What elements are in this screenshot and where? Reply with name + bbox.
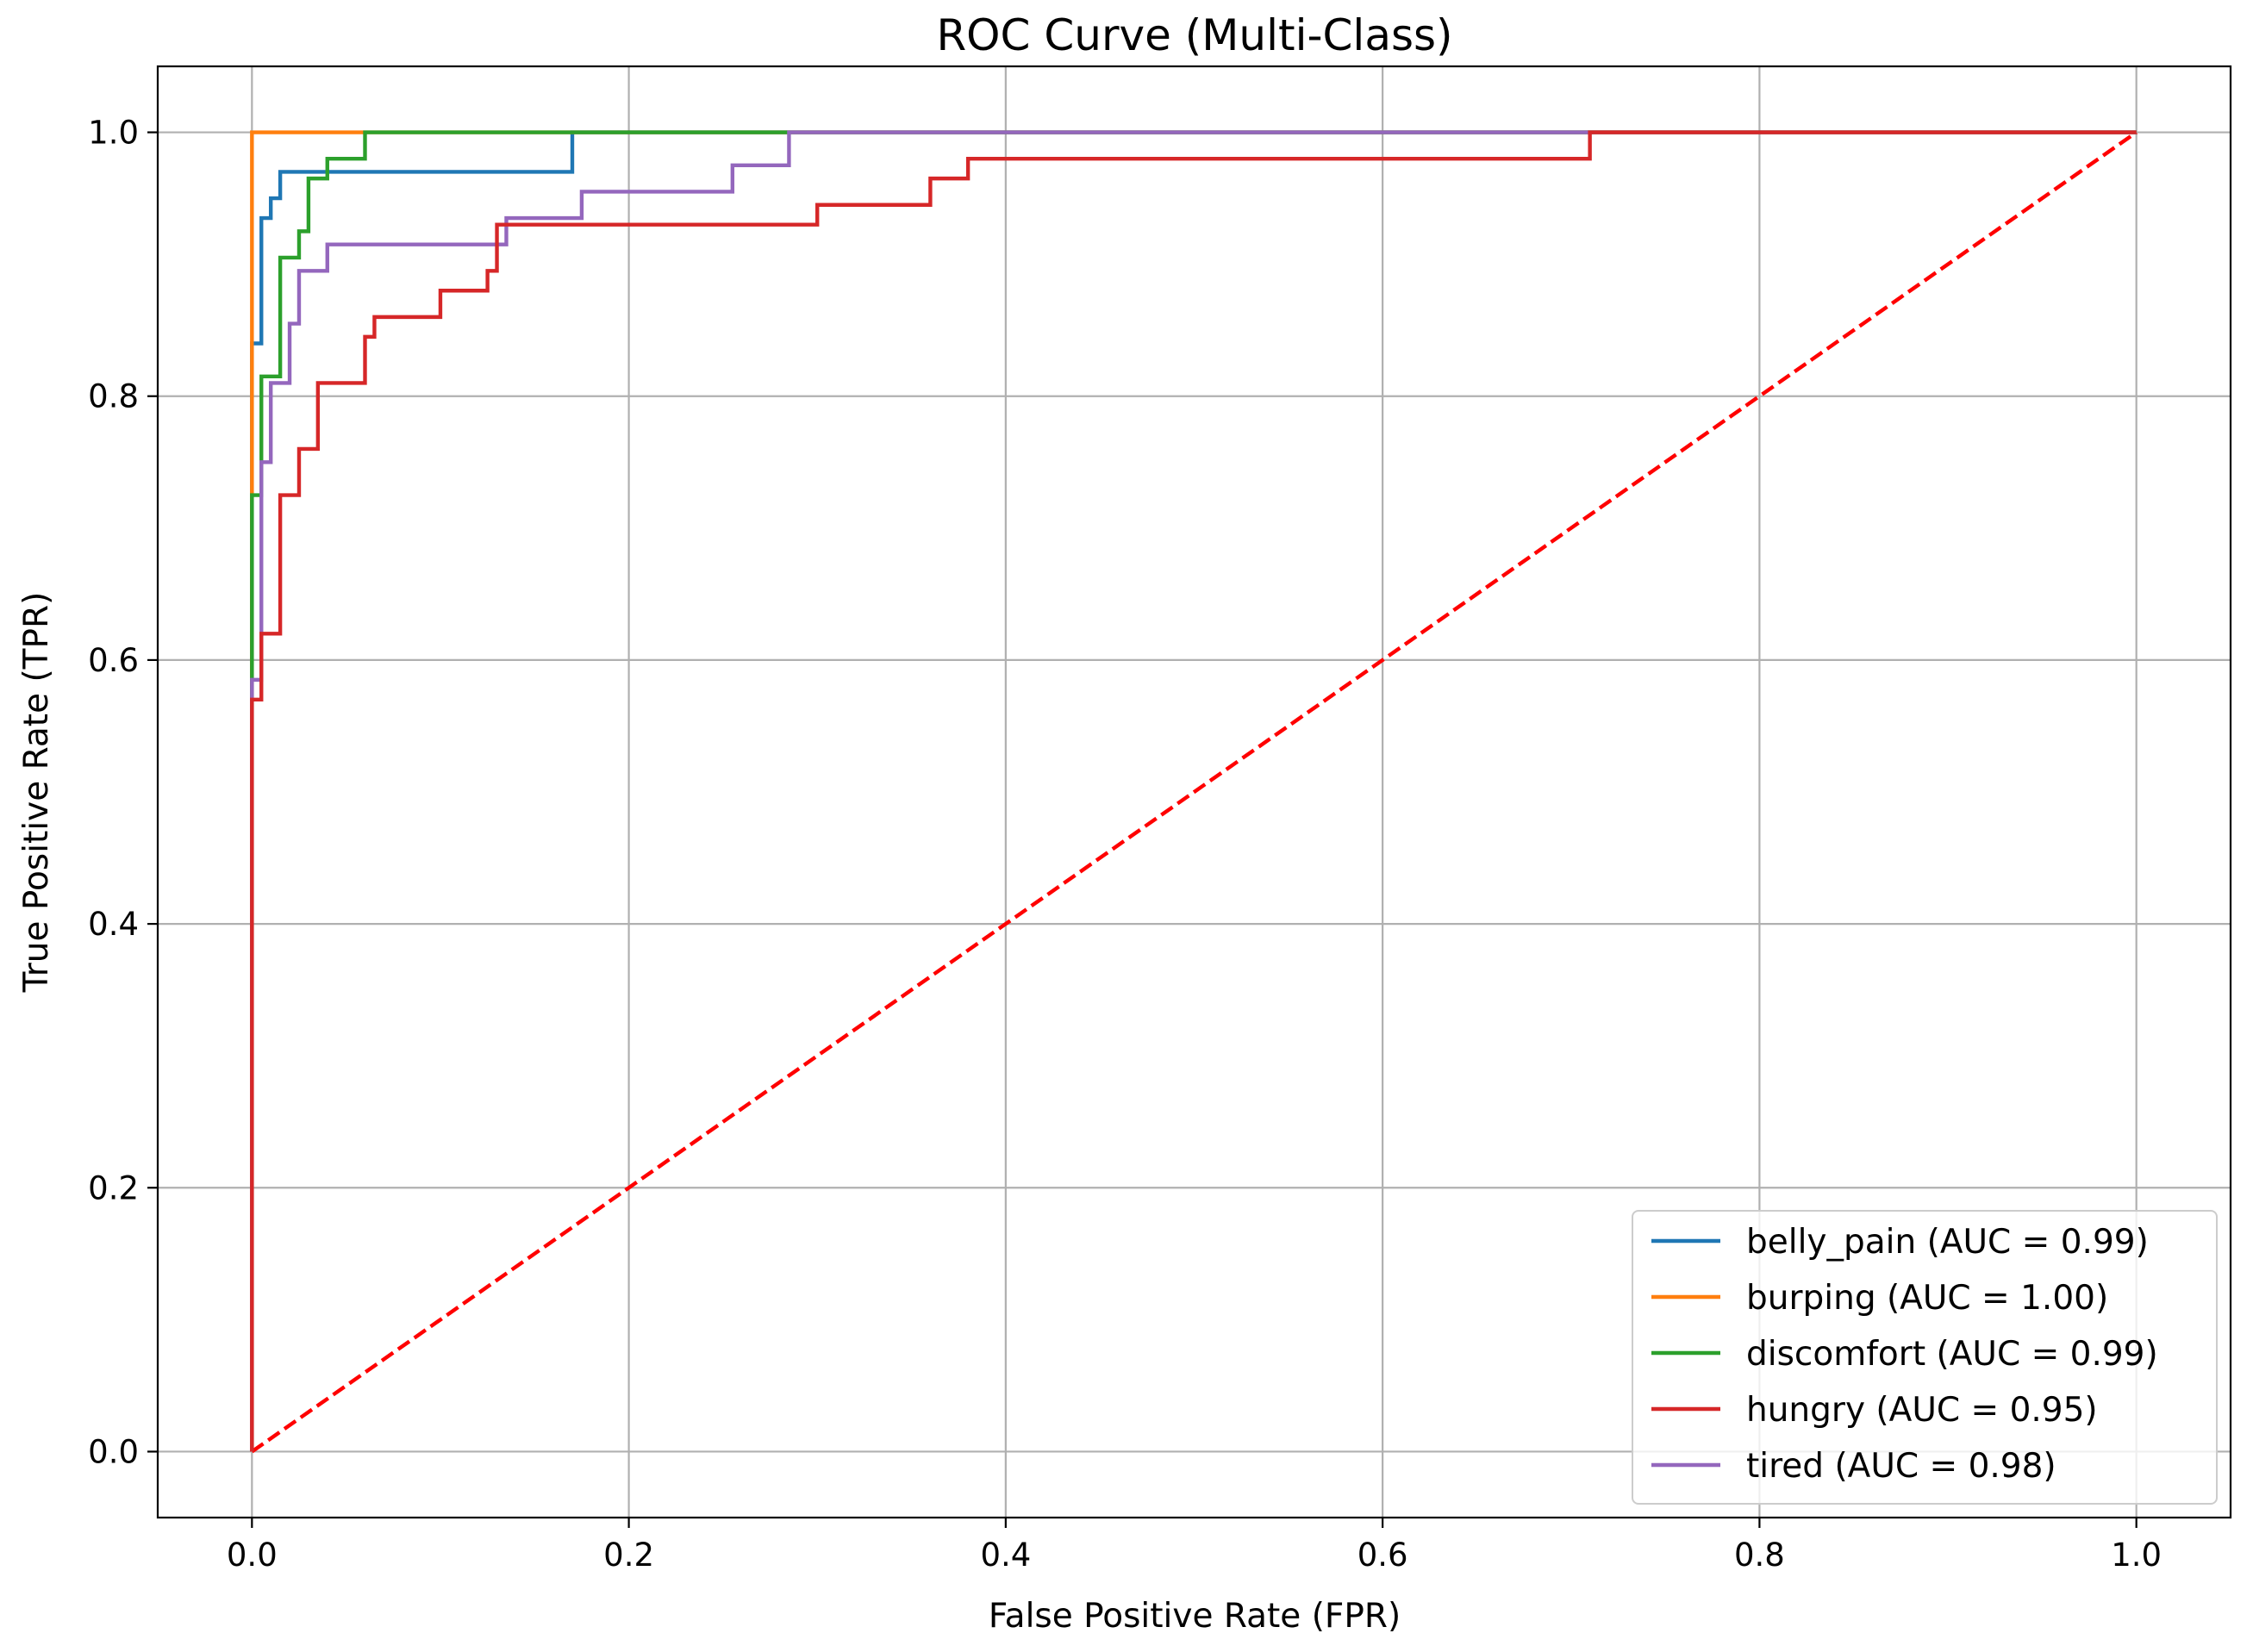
axis-ticks: 0.0 0.2 0.4 0.6 0.8 1.0 0.0 0.2 0.4 0.6 0.8 1.0 xyxy=(88,115,2162,1574)
series-line-4 xyxy=(250,130,2137,1452)
legend-box xyxy=(1632,1210,2218,1505)
series-line-2 xyxy=(250,130,2137,1452)
x-tick-label-1: 0.2 xyxy=(603,1537,654,1574)
series-line-3 xyxy=(250,130,2137,1452)
x-tick-label-0: 0.0 xyxy=(227,1537,278,1574)
x-axis-label: False Positive Rate (FPR) xyxy=(989,1597,1401,1636)
legend: belly_pain (AUC = 0.99) burping (AUC = 1.… xyxy=(1632,1210,2218,1505)
x-tick-label-5: 1.0 xyxy=(2111,1537,2162,1574)
axes-frame xyxy=(156,65,2232,1519)
x-tick-label-2: 0.4 xyxy=(980,1537,1031,1574)
plot-series xyxy=(250,130,2138,1454)
series-line-0 xyxy=(250,130,2137,1452)
x-tick-label-4: 0.8 xyxy=(1734,1537,1785,1574)
x-tick-label-3: 0.6 xyxy=(1357,1537,1408,1574)
y-axis-label: True Positive Rate (TPR) xyxy=(17,592,56,994)
y-tick-label-5: 1.0 xyxy=(88,115,139,152)
y-tick-label-0: 0.0 xyxy=(88,1433,139,1470)
legend-label-1: burping (AUC = 1.00) xyxy=(1746,1279,2108,1318)
y-tick-label-1: 0.2 xyxy=(88,1169,139,1206)
legend-label-2: discomfort (AUC = 0.99) xyxy=(1746,1335,2158,1374)
chart-title: ROC Curve (Multi-Class) xyxy=(936,10,1452,60)
y-tick-label-4: 0.8 xyxy=(88,378,139,415)
y-tick-label-2: 0.4 xyxy=(88,906,139,943)
legend-label-3: hungry (AUC = 0.95) xyxy=(1746,1391,2098,1430)
y-tick-label-3: 0.6 xyxy=(88,642,139,679)
legend-label-4: tired (AUC = 0.98) xyxy=(1746,1447,2056,1486)
legend-label-0: belly_pain (AUC = 0.99) xyxy=(1746,1223,2149,1262)
diagonal-reference-line xyxy=(251,130,2138,1454)
